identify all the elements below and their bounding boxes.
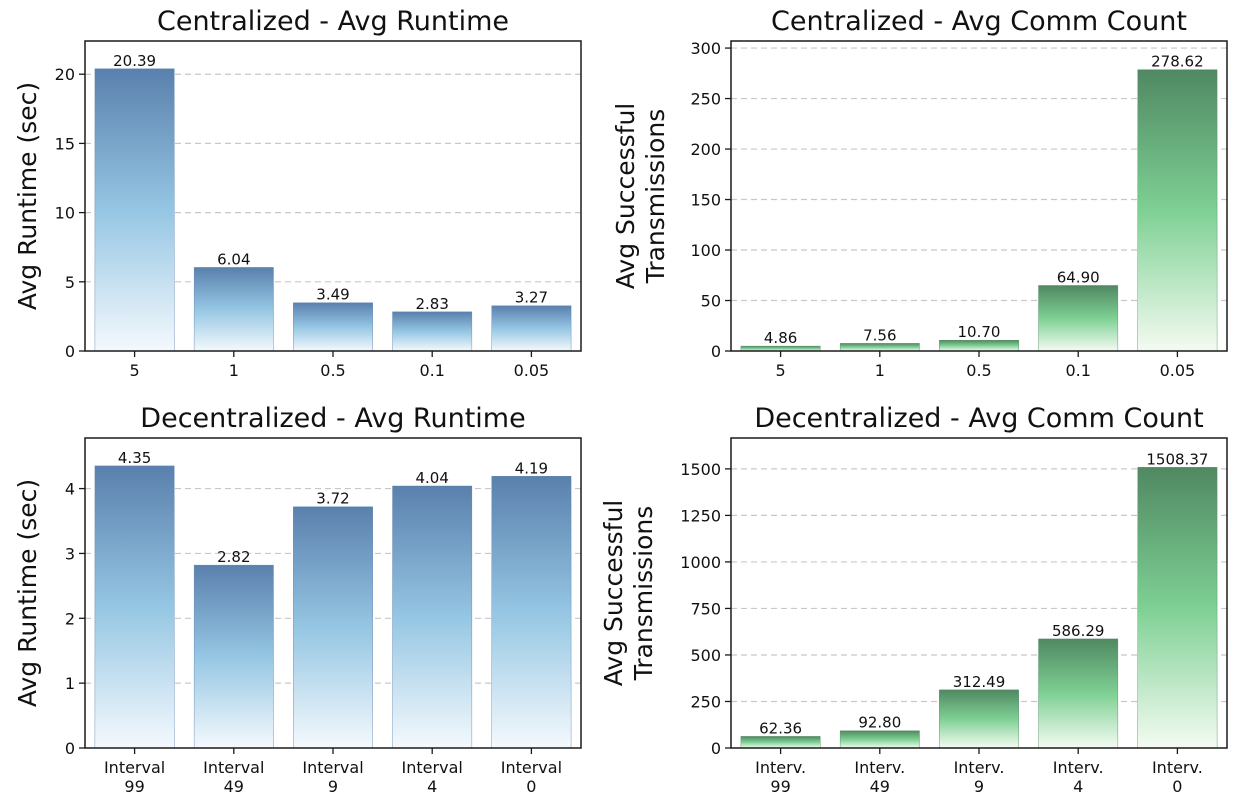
x-tick-label: Interv. 4	[1053, 758, 1104, 796]
bar-0	[740, 736, 821, 749]
bar-0	[94, 465, 175, 749]
data-label-3: 586.29	[1052, 622, 1105, 640]
y-tick-label: 2	[65, 609, 75, 628]
y-tick-label: 3	[65, 544, 75, 563]
x-tick-label: Interval 4	[402, 758, 463, 796]
data-label-4: 1508.37	[1146, 450, 1208, 468]
y-tick-label: 1500	[680, 460, 721, 479]
chart-panel-3: 62.36 92.80 312.49 586.29 1508.37 0 250 500 750 1…	[599, 403, 1228, 796]
x-tick-label: 0.1	[419, 361, 444, 380]
y-tick-label: 5	[65, 273, 75, 292]
bar-1	[193, 267, 274, 352]
bar-4	[1137, 467, 1218, 749]
bar-3	[1038, 285, 1119, 352]
y-tick-label: 4	[65, 480, 75, 499]
x-tick-label: Interv. 49	[854, 758, 905, 796]
y-tick-label: 300	[690, 39, 721, 58]
x-tick-label: 0.5	[966, 361, 991, 380]
data-label-3: 64.90	[1057, 268, 1100, 286]
y-tick-label: 250	[690, 692, 721, 711]
bar-1	[839, 343, 920, 352]
x-tick-label: Interv. 9	[954, 758, 1005, 796]
data-label-2: 10.70	[958, 323, 1001, 341]
y-tick-label: 1000	[680, 553, 721, 572]
bar-0	[94, 68, 175, 352]
chart-title: Centralized - Avg Runtime	[157, 6, 509, 37]
y-axis-label: Avg SuccessfulTransmissions	[599, 500, 658, 686]
y-tick-label: 0	[65, 342, 75, 361]
x-tick-label: 0.1	[1065, 361, 1090, 380]
bar-2	[939, 689, 1019, 749]
y-tick-label: 250	[690, 90, 721, 109]
y-tick-label: 0	[711, 342, 721, 361]
bar-2	[293, 506, 373, 749]
y-tick-label: 750	[690, 599, 721, 618]
y-tick-label: 200	[690, 140, 721, 159]
data-label-3: 4.04	[415, 469, 448, 487]
bar-1	[839, 730, 920, 749]
x-tick-label: 0.05	[1160, 361, 1196, 380]
x-tick-label: 1	[875, 361, 885, 380]
chart-title: Centralized - Avg Comm Count	[771, 6, 1187, 37]
y-axis-label: Avg Runtime (sec)	[13, 82, 42, 310]
y-tick-label: 10	[55, 204, 75, 223]
data-label-4: 278.62	[1151, 53, 1204, 71]
bar-3	[392, 311, 473, 352]
bar-1	[193, 564, 274, 749]
x-tick-label: 1	[229, 361, 239, 380]
y-axis-label: Avg Runtime (sec)	[13, 479, 42, 707]
y-tick-label: 0	[711, 739, 721, 758]
data-label-0: 20.39	[113, 52, 156, 70]
data-label-4: 3.27	[515, 289, 548, 307]
x-tick-label: Interval 9	[302, 758, 363, 796]
y-tick-label: 0	[65, 739, 75, 758]
chart-panel-0: 20.39 6.04 3.49 2.83 3.27 0 5 10 15 20 5 1 0.5 0.1 0.0…	[13, 6, 582, 380]
data-label-0: 4.35	[118, 449, 151, 467]
data-label-2: 3.49	[316, 286, 349, 304]
chart-title: Decentralized - Avg Comm Count	[754, 403, 1203, 434]
x-tick-label: 5	[776, 361, 786, 380]
y-tick-label: 150	[690, 191, 721, 210]
y-tick-label: 100	[690, 241, 721, 260]
data-label-1: 7.56	[863, 326, 896, 344]
data-label-0: 4.86	[764, 329, 797, 347]
data-label-1: 92.80	[858, 714, 901, 732]
bar-4	[491, 476, 572, 749]
x-tick-label: Interval 0	[501, 758, 562, 796]
x-tick-label: Interval 99	[104, 758, 165, 796]
bar-3	[392, 485, 473, 749]
x-tick-label: Interv. 0	[1152, 758, 1203, 796]
chart-panel-1: 4.86 7.56 10.70 64.90 278.62 0 50 100 150 200 250 3…	[611, 6, 1228, 380]
x-tick-label: 5	[130, 361, 140, 380]
bar-2	[293, 302, 373, 352]
x-tick-label: Interval 49	[203, 758, 264, 796]
x-tick-label: Interv. 99	[755, 758, 806, 796]
data-label-1: 2.82	[217, 548, 250, 566]
y-tick-label: 1	[65, 674, 75, 693]
y-axis-label: Avg SuccessfulTransmissions	[611, 103, 670, 289]
x-tick-label: 0.5	[320, 361, 345, 380]
data-label-0: 62.36	[759, 719, 802, 737]
bar-3	[1038, 638, 1119, 749]
x-tick-label: 0.05	[514, 361, 550, 380]
bar-4	[491, 305, 572, 352]
data-label-1: 6.04	[217, 250, 250, 268]
bar-4	[1137, 69, 1218, 352]
y-tick-label: 500	[690, 646, 721, 665]
bar-2	[939, 339, 1019, 352]
y-tick-label: 1250	[680, 506, 721, 525]
data-label-4: 4.19	[515, 459, 548, 477]
chart-title: Decentralized - Avg Runtime	[140, 403, 525, 434]
y-tick-label: 50	[701, 292, 721, 311]
y-tick-label: 15	[55, 134, 75, 153]
chart-panel-2: 4.35 2.82 3.72 4.04 4.19 0 1 2 3 4 Interval 99 Inter…	[13, 403, 582, 796]
data-label-2: 3.72	[316, 490, 349, 508]
y-tick-label: 20	[55, 65, 75, 84]
data-label-2: 312.49	[953, 673, 1006, 691]
data-label-3: 2.83	[415, 295, 448, 313]
